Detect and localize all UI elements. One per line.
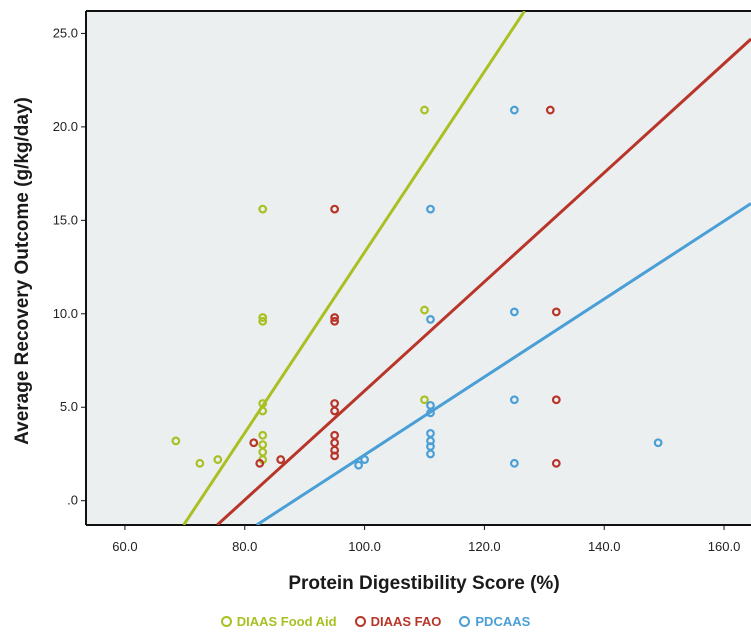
point-diaas-food-aid (420, 105, 429, 115)
point-pdcaas (509, 105, 519, 115)
point-pdcaas (653, 438, 663, 448)
point-diaas-food-aid (258, 406, 268, 416)
point-pdcaas (509, 395, 519, 405)
legend-item-pdcaas: PDCAAS (459, 614, 530, 629)
y-tick-label: 10.0 (53, 306, 78, 321)
x-tick-label: 100.0 (348, 539, 381, 554)
x-tick-label: 120.0 (468, 539, 501, 554)
point-diaas-food-aid (258, 316, 268, 326)
x-axis-title: Protein Digestibility Score (%) (288, 573, 559, 594)
point-diaas-food-aid (420, 395, 429, 405)
x-tick-label: 160.0 (708, 539, 741, 554)
point-diaas-food-aid (258, 430, 268, 440)
y-tick-label: 5.0 (60, 399, 78, 414)
point-pdcaas (509, 307, 519, 317)
x-tick-label: 80.0 (232, 539, 257, 554)
point-diaas-fao (255, 458, 265, 468)
point-pdcaas (426, 315, 435, 324)
point-diaas-fao (330, 406, 340, 416)
legend-swatch (459, 616, 471, 627)
y-tick-label: 15.0 (53, 212, 78, 227)
legend: DIAAS Food Aid DIAAS FAO PDCAAS (0, 614, 751, 629)
point-diaas-food-aid (258, 313, 268, 322)
y-axis-title: Average Recovery Outcome (g/kg/day) (12, 97, 33, 445)
legend-label: PDCAAS (475, 614, 531, 629)
y-tick-label: 20.0 (53, 119, 78, 134)
fit-line-pdcaas (255, 202, 751, 525)
point-diaas-fao (330, 316, 340, 326)
legend-item-diaas-fao: DIAAS FAO (354, 614, 442, 629)
point-diaas-fao (551, 458, 561, 468)
point-diaas-food-aid (195, 458, 205, 468)
point-diaas-fao (330, 451, 340, 461)
point-diaas-fao (551, 395, 561, 405)
point-diaas-food-aid (420, 305, 429, 315)
point-diaas-fao (330, 313, 340, 322)
legend-swatch (220, 616, 232, 627)
x-tick-label: 140.0 (588, 539, 621, 554)
point-pdcaas (426, 449, 435, 459)
point-pdcaas (509, 458, 519, 468)
legend-label: DIAAS FAO (370, 614, 442, 629)
point-diaas-fao (249, 438, 259, 448)
point-pdcaas (360, 455, 369, 464)
fit-line-diaas-food-aid (182, 11, 526, 525)
legend-label: DIAAS Food Aid (236, 614, 337, 629)
plot-area (86, 11, 751, 525)
point-diaas-fao (545, 105, 555, 115)
x-tick-label: 60.0 (112, 539, 137, 554)
point-diaas-food-aid (258, 204, 268, 214)
point-diaas-food-aid (213, 455, 223, 464)
point-pdcaas (354, 460, 363, 470)
point-pdcaas (426, 408, 435, 418)
y-tick-label: 25.0 (53, 25, 78, 40)
legend-swatch (354, 616, 366, 627)
point-pdcaas (426, 204, 435, 214)
point-diaas-fao (330, 204, 340, 214)
legend-item-diaas-food-aid: DIAAS Food Aid (220, 614, 337, 629)
y-tick-label: .0 (67, 493, 78, 508)
point-diaas-fao (276, 455, 286, 464)
fit-line-diaas-fao (216, 37, 751, 525)
point-diaas-food-aid (171, 436, 181, 446)
point-diaas-fao (551, 307, 561, 317)
